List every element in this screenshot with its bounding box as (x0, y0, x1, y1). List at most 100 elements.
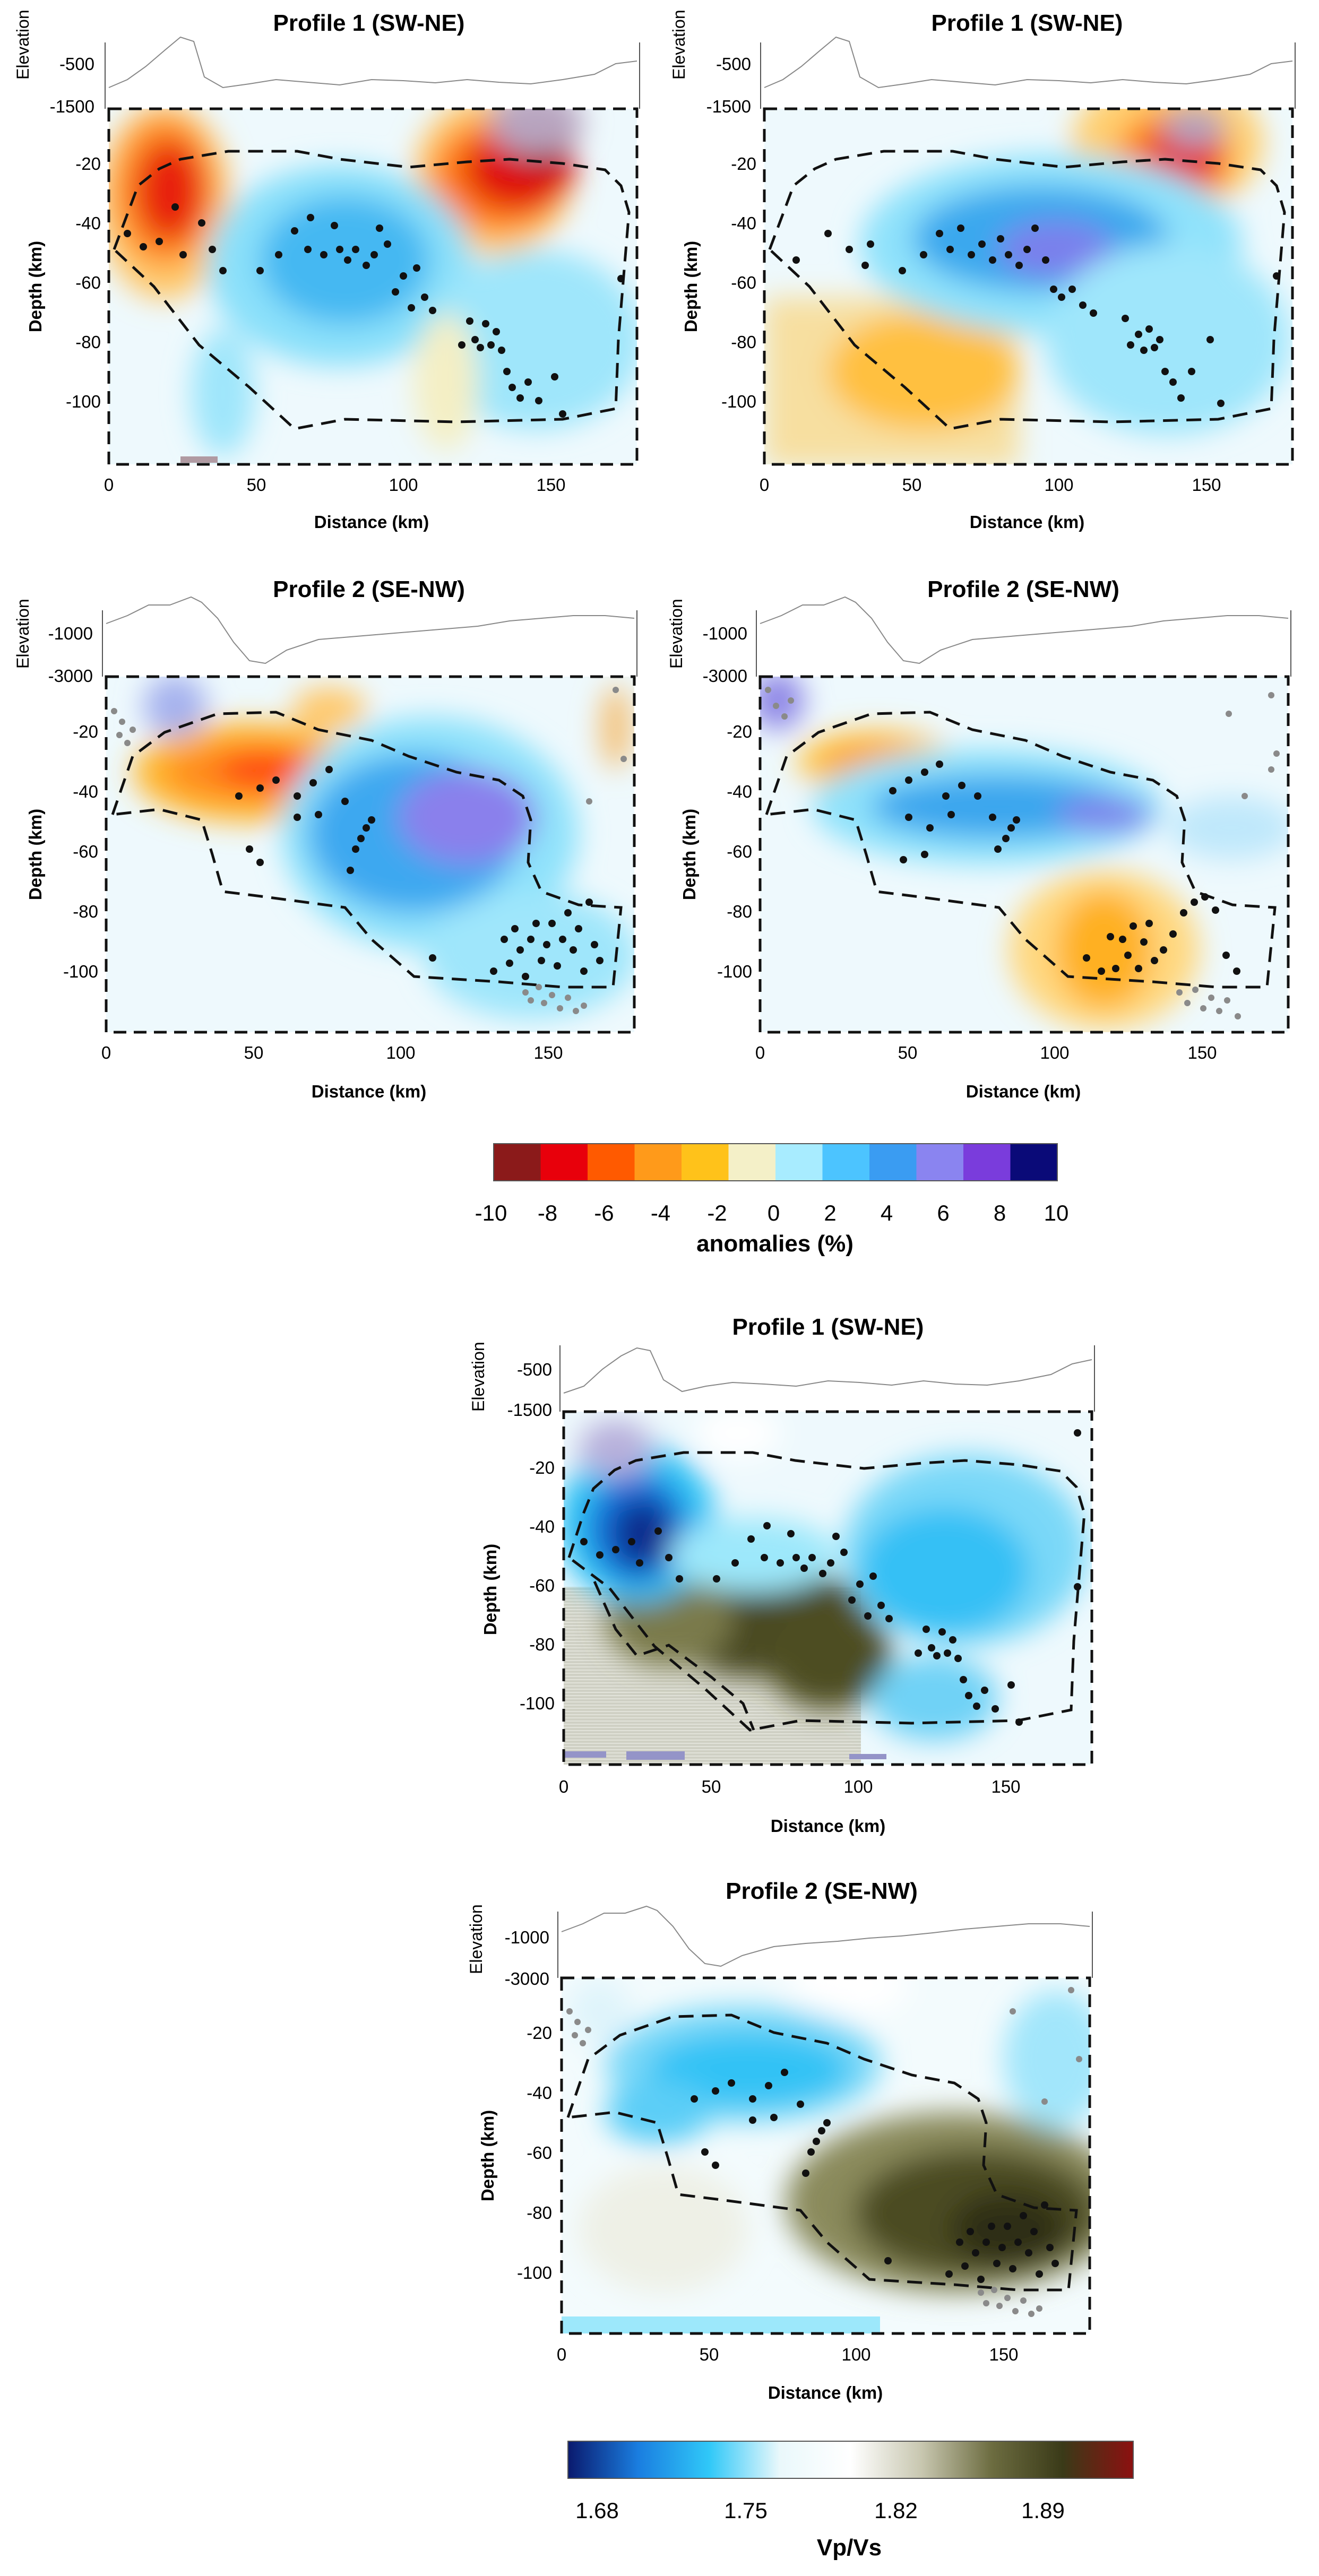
topography-profile (760, 596, 1289, 664)
svg-text:150: 150 (533, 1043, 563, 1062)
earthquake-events (235, 766, 604, 980)
svg-text:50: 50 (898, 1043, 918, 1062)
elevation-label: Elevation (467, 1904, 486, 1974)
svg-text:-20: -20 (527, 2023, 552, 2043)
svg-text:-80: -80 (527, 2203, 552, 2223)
svg-text:100: 100 (389, 475, 418, 495)
depth-axis-label: Depth (km) (679, 809, 699, 900)
colorbar-swatch (682, 1144, 729, 1181)
velocity-anomaly-field (106, 677, 634, 1032)
elevation-tick: -1000 (48, 624, 93, 643)
colorbar-tick-label: 10 (1044, 1200, 1069, 1225)
topography-profile (764, 36, 1293, 89)
colorbar-tick-label: 0 (768, 1200, 780, 1225)
svg-text:100: 100 (1044, 475, 1073, 495)
colorbar-tick-label: -4 (651, 1200, 670, 1225)
colorbar-swatch (588, 1144, 635, 1181)
elevation-tick: -500 (59, 54, 94, 74)
colorbar-tick-label: -8 (538, 1200, 557, 1225)
colorbar-tick-label: 4 (881, 1200, 893, 1225)
distance-ticks: 0 50 100 150 (557, 2345, 1019, 2364)
svg-text:-60: -60 (529, 1576, 555, 1595)
resolved-area-boundary (567, 1451, 1086, 1732)
earthquake-events (691, 2069, 1059, 2283)
colorbar-swatches (494, 1144, 1058, 1181)
svg-text:-40: -40 (73, 782, 98, 801)
distance-ticks: 0 50 100 150 (559, 1777, 1021, 1796)
svg-text:-80: -80 (73, 902, 98, 921)
colorbar-tick-label: -6 (594, 1200, 614, 1225)
relocated-events (111, 687, 627, 1014)
earthquake-events (580, 1429, 1081, 1726)
svg-text:-20: -20 (731, 154, 756, 174)
distance-ticks: 0 50 100 150 (104, 475, 566, 495)
svg-text:150: 150 (1187, 1043, 1217, 1062)
svg-text:-40: -40 (731, 213, 756, 233)
svg-text:-40: -40 (727, 782, 752, 801)
panel-title: Profile 2 (SE-NW) (273, 576, 465, 602)
depth-ticks: -20 -40 -60 -80 -100 (520, 1458, 555, 1713)
svg-text:-40: -40 (75, 213, 101, 233)
depth-axis-label: Depth (km) (478, 2110, 497, 2201)
svg-text:0: 0 (557, 2345, 566, 2364)
topography-profile (108, 36, 637, 89)
panel-title: Profile 2 (SE-NW) (726, 1878, 918, 1904)
svg-text:-100: -100 (66, 392, 101, 411)
distance-ticks: 0 50 100 150 (755, 1043, 1217, 1062)
topography-profile (563, 1347, 1092, 1394)
panel-profile2-vp: Profile 2 (SE-NW) Elevation -1000 -3000 (13, 576, 637, 1101)
panel-profile1-vpvs: Profile 1 (SW-NE) Elevation -500 -1500 (469, 1314, 1095, 1836)
colorbar-swatch (916, 1144, 964, 1181)
depth-ticks: -20 -40 -60 -80 -100 (721, 154, 756, 411)
elevation-tick: -1500 (50, 97, 94, 116)
svg-text:50: 50 (244, 1043, 264, 1062)
svg-text:0: 0 (755, 1043, 765, 1062)
colorbar-tick-labels: 1.68 1.75 1.82 1.89 (575, 2498, 1065, 2523)
distance-axis-label: Distance (km) (966, 1082, 1081, 1101)
colorbar-tick-label: 1.75 (724, 2498, 768, 2523)
colorbar-tick-label: 1.68 (575, 2498, 619, 2523)
colorbar-tick-label: 8 (994, 1200, 1006, 1225)
svg-text:-60: -60 (731, 273, 756, 292)
svg-text:-20: -20 (727, 722, 752, 741)
resolved-area-boundary (765, 711, 1277, 989)
colorbar-swatch (963, 1144, 1011, 1181)
vpvs-field (562, 1978, 1090, 2333)
velocity-anomaly-field (764, 109, 1292, 464)
distance-axis-label: Distance (km) (314, 512, 429, 532)
colorbar-swatch (634, 1144, 682, 1181)
distance-ticks: 0 50 100 150 (101, 1043, 563, 1062)
distance-ticks: 0 50 100 150 (760, 475, 1221, 495)
panel-title: Profile 2 (SE-NW) (927, 576, 1119, 602)
depth-ticks: -20 -40 -60 -80 -100 (717, 722, 752, 981)
topography-profile (561, 1905, 1090, 1967)
colorbar-swatch (540, 1144, 588, 1181)
depth-axis-label: Depth (km) (681, 241, 701, 332)
svg-text:100: 100 (843, 1777, 873, 1796)
svg-text:-20: -20 (529, 1458, 555, 1477)
svg-text:100: 100 (1040, 1043, 1069, 1062)
vpvs-field (564, 1412, 1092, 1765)
svg-text:150: 150 (536, 475, 565, 495)
colorbar-tick-label: 1.82 (874, 2498, 918, 2523)
svg-text:-80: -80 (727, 902, 752, 921)
depth-ticks: -20 -40 -60 -80 -100 (63, 722, 98, 981)
svg-text:0: 0 (760, 475, 769, 495)
svg-text:-60: -60 (73, 842, 98, 861)
colorbar-swatch (1010, 1144, 1058, 1181)
elevation-label: Elevation (667, 599, 686, 669)
distance-axis-label: Distance (km) (768, 2383, 883, 2402)
panel-profile2-vpvs: Profile 2 (SE-NW) Elevation -1000 -3000 (467, 1878, 1093, 2402)
velocity-anomaly-field (760, 677, 1288, 1032)
svg-text:0: 0 (101, 1043, 111, 1062)
svg-text:-20: -20 (73, 722, 98, 741)
topography-profile (106, 596, 635, 664)
low-vpvs-boundary (593, 1580, 755, 1731)
svg-text:50: 50 (902, 475, 922, 495)
colorbar-tick-labels: -10 -8 -6 -4 -2 0 2 4 6 8 10 (475, 1200, 1069, 1225)
svg-text:0: 0 (559, 1777, 568, 1796)
svg-text:-100: -100 (717, 962, 752, 981)
svg-text:-40: -40 (529, 1517, 555, 1536)
svg-text:150: 150 (989, 2345, 1018, 2364)
elevation-label: Elevation (13, 599, 32, 669)
